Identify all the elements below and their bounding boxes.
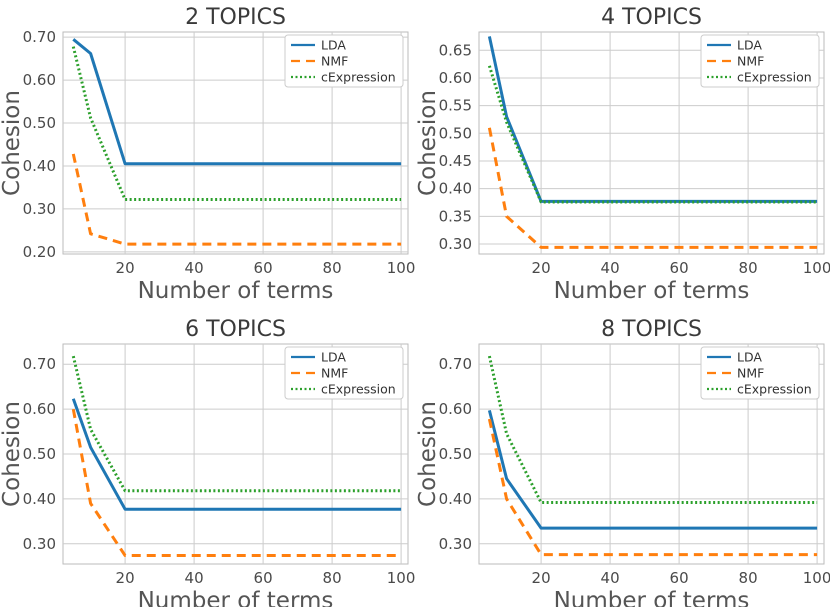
y-tick-label: 0.70 <box>23 28 56 46</box>
y-tick-label: 0.35 <box>439 207 472 225</box>
legend-label: cExpression <box>737 70 812 85</box>
y-tick-label: 0.20 <box>23 243 56 261</box>
series-line-nmf <box>71 153 402 246</box>
legend-label: LDA <box>321 350 346 365</box>
x-tick-label: 100 <box>803 259 830 277</box>
legend-label: cExpression <box>737 382 812 397</box>
x-tick-label: 60 <box>670 569 689 587</box>
x-tick-label: 60 <box>254 259 273 277</box>
x-axis-label: Number of terms <box>138 278 334 304</box>
x-tick-label: 80 <box>323 569 342 587</box>
chart-title: 4 TOPICS <box>601 5 702 30</box>
y-tick-label: 0.30 <box>439 235 472 253</box>
legend-label: LDA <box>737 38 762 53</box>
x-tick-label: 20 <box>532 569 551 587</box>
y-tick-label: 0.55 <box>439 97 472 115</box>
x-tick-label: 40 <box>601 569 620 587</box>
x-tick-label: 100 <box>387 569 416 587</box>
chart-title: 8 TOPICS <box>601 317 702 342</box>
x-tick-label: 80 <box>739 259 758 277</box>
series-line-lda <box>487 410 818 530</box>
chart-panel: 20 40 60 80 100 0.20 0.30 0.40 0.50 0.60 0.70 2 TOP… <box>0 5 415 304</box>
y-axis-label: Cohesion <box>0 90 25 196</box>
y-tick-label: 0.50 <box>439 124 472 142</box>
legend-label: NMF <box>737 366 764 381</box>
legend-label: NMF <box>321 54 348 69</box>
y-axis-label: Cohesion <box>415 90 441 196</box>
legend-label: LDA <box>737 350 762 365</box>
series-line-lda <box>72 38 402 166</box>
y-axis-label: Cohesion <box>0 401 25 507</box>
y-tick-label: 0.30 <box>23 535 56 553</box>
y-axis-label: Cohesion <box>415 401 441 507</box>
y-tick-label: 0.40 <box>439 490 472 508</box>
y-tick-label: 0.45 <box>439 152 472 170</box>
x-tick-label: 80 <box>323 259 342 277</box>
x-tick-label: 60 <box>254 569 273 587</box>
x-tick-label: 80 <box>739 569 758 587</box>
series-line-lda <box>71 398 402 511</box>
y-tick-label: 0.30 <box>439 535 472 553</box>
chart-panel: 20 40 60 80 100 0.30 0.40 0.50 0.60 0.70 6 TOPICS N… <box>0 317 415 607</box>
x-axis-label: Number of terms <box>554 278 750 304</box>
x-tick-label: 20 <box>116 259 135 277</box>
x-axis-label: Number of terms <box>554 588 750 607</box>
series-line-cexpression <box>71 355 402 493</box>
series-line-cexpression <box>487 65 818 204</box>
y-tick-label: 0.50 <box>23 445 56 463</box>
legend-box <box>700 346 820 400</box>
x-tick-label: 100 <box>387 259 416 277</box>
y-tick-label: 0.70 <box>439 355 472 373</box>
y-tick-label: 0.50 <box>439 445 472 463</box>
y-tick-label: 0.50 <box>23 114 56 132</box>
x-tick-label: 40 <box>601 259 620 277</box>
x-tick-label: 40 <box>185 259 204 277</box>
y-tick-label: 0.60 <box>23 71 56 89</box>
y-tick-label: 0.60 <box>439 69 472 87</box>
series-line-nmf <box>487 127 818 249</box>
x-tick-label: 20 <box>116 569 135 587</box>
x-tick-label: 40 <box>185 569 204 587</box>
chart-panel: 20 40 60 80 100 0.30 0.40 0.50 0.60 0.70 8 TOPICS N… <box>415 317 830 607</box>
x-axis-label: Number of terms <box>138 588 334 607</box>
x-tick-label: 20 <box>532 259 551 277</box>
y-tick-label: 0.60 <box>439 400 472 418</box>
series-line-nmf <box>487 418 818 557</box>
x-tick-label: 100 <box>803 569 830 587</box>
legend-box <box>700 34 820 88</box>
legend-box <box>284 346 404 400</box>
legend-label: cExpression <box>321 382 396 397</box>
legend-label: NMF <box>737 54 764 69</box>
y-tick-label: 0.40 <box>23 490 56 508</box>
chart-title: 2 TOPICS <box>185 5 286 30</box>
series-line-nmf <box>71 408 402 557</box>
chart-title: 6 TOPICS <box>185 317 286 342</box>
legend-label: cExpression <box>321 70 396 85</box>
y-tick-label: 0.60 <box>23 400 56 418</box>
x-tick-label: 60 <box>670 259 689 277</box>
chart-panel: 20 40 60 80 100 0.30 0.35 0.40 0.45 0.50 0.55 0.60 0… <box>415 5 830 304</box>
y-tick-label: 0.30 <box>23 200 56 218</box>
legend-label: NMF <box>321 366 348 381</box>
y-tick-label: 0.40 <box>439 180 472 198</box>
y-tick-label: 0.40 <box>23 157 56 175</box>
y-tick-label: 0.70 <box>23 355 56 373</box>
legend-label: LDA <box>321 38 346 53</box>
legend-box <box>284 34 404 88</box>
y-tick-label: 0.65 <box>439 41 472 59</box>
